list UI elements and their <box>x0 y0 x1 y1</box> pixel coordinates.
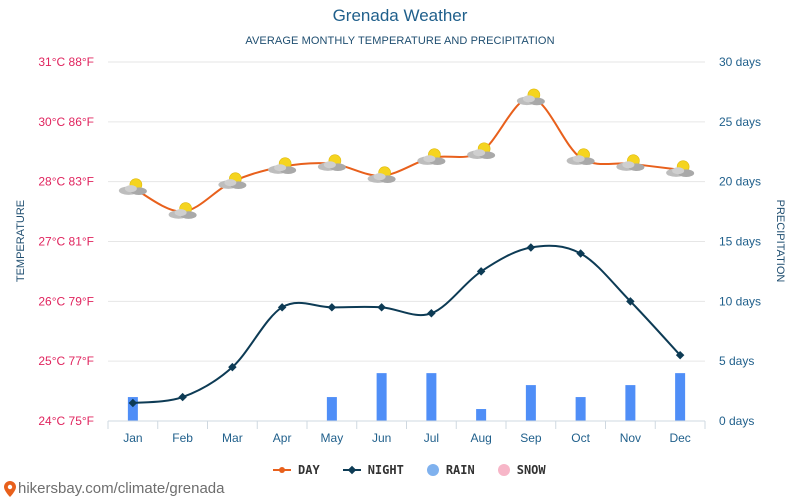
legend-day-label: DAY <box>298 463 320 477</box>
rain-bars <box>127 373 686 421</box>
partly-cloudy-icon <box>218 172 247 189</box>
x-tick-label: Jun <box>372 431 391 445</box>
y-tick-label: 28°C 83°F <box>38 175 94 189</box>
cloud-shape <box>622 161 635 169</box>
y2-tick-label: 25 days <box>719 115 761 129</box>
x-tick-label: May <box>321 431 344 445</box>
cloud-shape <box>373 173 386 181</box>
cloud-shape <box>274 164 287 172</box>
night-point <box>476 267 486 276</box>
partly-cloudy-icon <box>417 148 446 166</box>
partly-cloudy-icon <box>268 157 297 175</box>
location-pin-icon <box>4 480 16 497</box>
x-tick-label: Apr <box>273 431 292 445</box>
legend-rain-label: RAIN <box>445 463 475 477</box>
grid-layer <box>108 61 705 422</box>
night-point <box>626 297 635 306</box>
x-tick-label: Oct <box>571 431 590 445</box>
rain-bar <box>625 385 636 421</box>
y2-tick-label: 30 days <box>719 55 761 69</box>
rain-bar <box>525 385 536 421</box>
cloud-shape <box>174 209 187 217</box>
night-point <box>526 243 536 252</box>
y-tick-label: 25°C 77°F <box>38 354 94 368</box>
rain-bar <box>127 397 138 421</box>
lines-layer <box>118 88 695 408</box>
night-legend-icon <box>342 465 361 475</box>
chart-legend: DAY NIGHT RAIN SNOW <box>272 463 568 477</box>
y-tick-label: 26°C 79°F <box>38 294 94 308</box>
legend-snow-label: SNOW <box>516 463 546 477</box>
night-point <box>228 362 237 372</box>
chart-title: Grenada Weather <box>332 6 468 25</box>
y2-tick-label: 15 days <box>719 235 761 249</box>
x-tick-label: Aug <box>470 431 491 445</box>
night-point <box>576 249 585 258</box>
legend-item-rain[interactable]: RAIN <box>426 463 475 477</box>
x-tick-label: Dec <box>669 431 690 445</box>
rain-bar <box>326 397 337 421</box>
day-legend-icon <box>273 467 291 473</box>
chart-subtitle: AVERAGE MONTHLY TEMPERATURE AND PRECIPIT… <box>245 35 555 47</box>
y2-tick-label: 20 days <box>719 175 761 189</box>
rain-bar <box>675 373 686 421</box>
day-line <box>132 96 681 213</box>
rain-bar <box>376 373 387 421</box>
legend-night-label: NIGHT <box>367 463 404 477</box>
partly-cloudy-icon <box>467 142 496 160</box>
night-line <box>132 244 681 405</box>
cloud-shape <box>323 161 336 169</box>
rain-bar <box>476 409 487 421</box>
cloud-shape <box>572 155 585 163</box>
partly-cloudy-icon <box>516 88 545 106</box>
night-point <box>178 392 187 402</box>
y-tick-label: 24°C 75°F <box>38 414 94 428</box>
rain-bar <box>575 397 586 421</box>
y-tick-label: 31°C 88°F <box>38 55 94 69</box>
x-tick-label: Sep <box>520 431 542 445</box>
source-link[interactable]: hikersbay.com/climate/grenada <box>4 480 224 497</box>
snow-legend-icon <box>497 464 510 476</box>
x-tick-label: Mar <box>222 431 243 445</box>
y2-tick-label: 5 days <box>719 354 754 368</box>
partly-cloudy-icon <box>317 154 346 172</box>
cloud-shape <box>522 95 535 103</box>
legend-item-snow[interactable]: SNOW <box>497 463 546 477</box>
y-tick-label: 27°C 81°F <box>38 235 94 249</box>
night-point <box>327 303 337 312</box>
night-point <box>128 398 138 408</box>
night-point <box>675 350 685 360</box>
x-tick-label: Jan <box>123 431 142 445</box>
axis-layer: 24°C 75°F 0 days 25°C 77°F 5 days 26°C 79°F 1… <box>15 55 786 445</box>
rain-legend-icon <box>426 464 439 476</box>
y2-axis-title: PRECIPITATION <box>774 200 786 283</box>
cloud-shape <box>473 149 486 157</box>
y2-tick-label: 0 days <box>719 414 754 428</box>
x-tick-label: Jul <box>424 431 439 445</box>
cloud-shape <box>423 155 436 163</box>
night-point <box>427 309 436 318</box>
y-axis-title: TEMPERATURE <box>15 200 27 282</box>
y-tick-label: 30°C 86°F <box>38 115 94 129</box>
cloud-shape <box>672 167 685 175</box>
partly-cloudy-icon <box>168 202 197 219</box>
partly-cloudy-icon <box>367 166 396 183</box>
partly-cloudy-icon <box>616 154 645 172</box>
legend-item-night[interactable]: NIGHT <box>342 463 404 477</box>
partly-cloudy-icon <box>118 178 147 195</box>
legend-item-day[interactable]: DAY <box>272 463 320 477</box>
rain-bar <box>426 373 437 421</box>
source-text: hikersbay.com/climate/grenada <box>18 480 225 497</box>
partly-cloudy-icon <box>666 160 695 177</box>
night-point <box>277 303 287 312</box>
cloud-shape <box>124 185 137 193</box>
partly-cloudy-icon <box>566 148 595 166</box>
y2-tick-label: 10 days <box>719 294 761 308</box>
x-tick-label: Nov <box>620 431 641 445</box>
cloud-shape <box>224 179 237 187</box>
x-tick-label: Feb <box>172 431 193 445</box>
night-point <box>377 303 386 312</box>
